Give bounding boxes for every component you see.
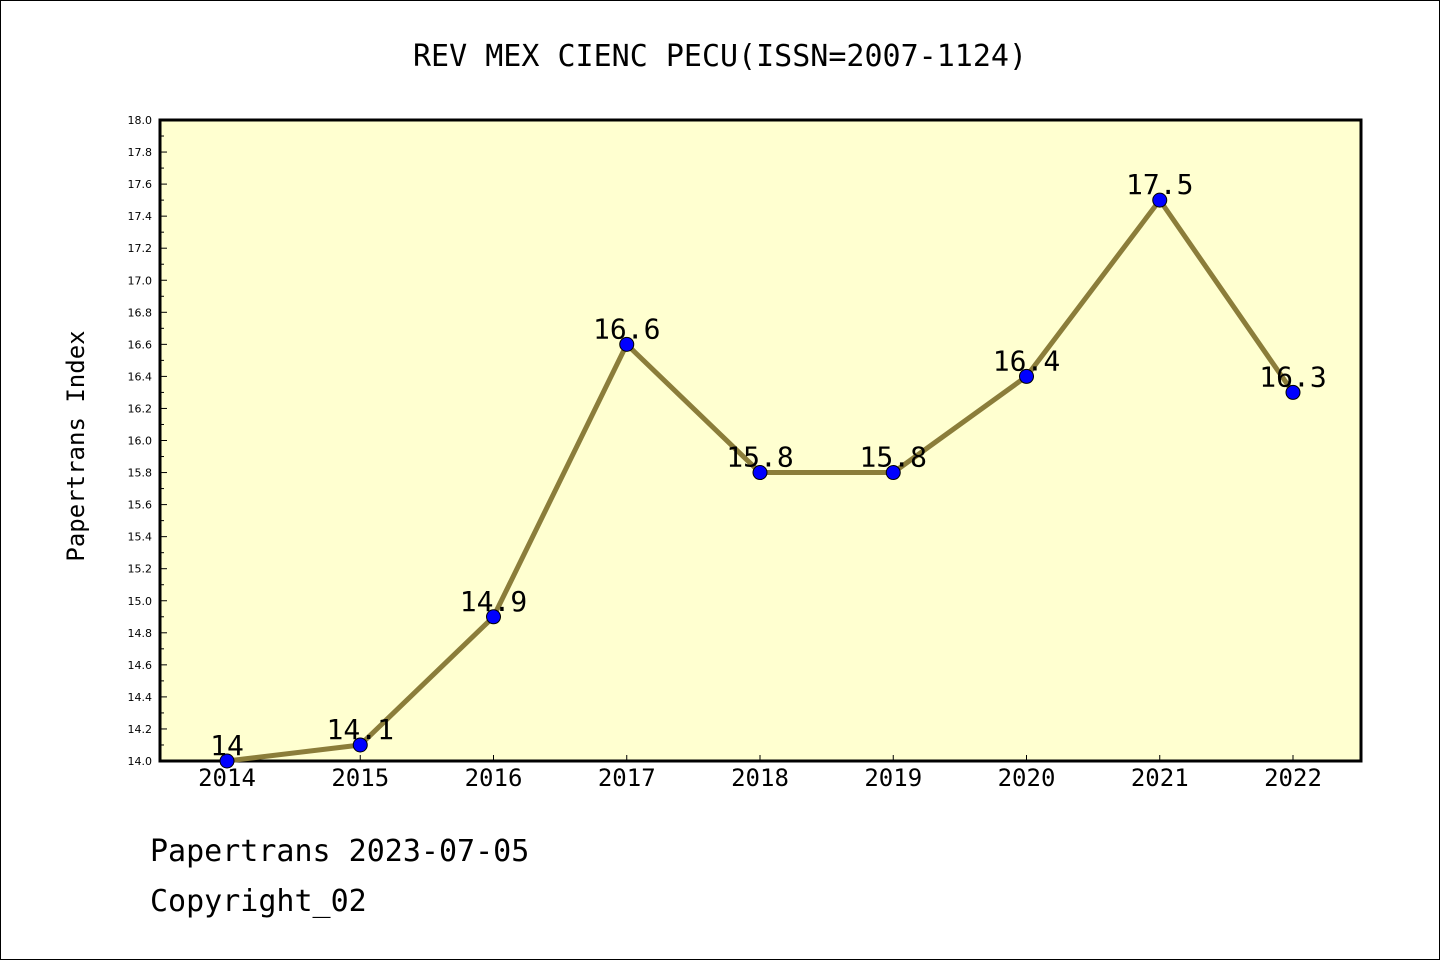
data-label: 15.8	[860, 441, 927, 474]
footer-date: Papertrans 2023-07-05	[150, 834, 530, 869]
y-tick-label: 15.2	[128, 563, 153, 576]
data-label: 14.1	[327, 713, 394, 746]
x-tick-label: 2020	[998, 764, 1056, 792]
data-label: 14	[210, 729, 244, 762]
y-tick-label: 15.4	[128, 531, 153, 544]
data-point	[1285, 384, 1301, 400]
data-point	[619, 336, 635, 352]
x-tick-label: 2019	[864, 764, 922, 792]
y-tick-label: 14.8	[128, 627, 153, 640]
x-tick-label: 2022	[1264, 764, 1322, 792]
y-tick-label: 16.0	[128, 435, 153, 448]
y-tick-label: 14.4	[128, 691, 153, 704]
data-label: 16.3	[1259, 360, 1326, 393]
y-tick-label: 14.0	[128, 755, 153, 768]
data-point	[486, 609, 501, 625]
y-tick-label: 18.0	[128, 114, 153, 127]
series-layer	[219, 192, 1301, 769]
data-point	[752, 465, 768, 481]
data-point	[885, 465, 901, 481]
y-tick-label: 15.0	[128, 595, 153, 608]
y-tick-label: 16.4	[128, 370, 153, 383]
y-tick-label: 14.6	[128, 659, 153, 672]
chart-title: REV MEX CIENC PECU(ISSN=2007-1124)	[413, 39, 1027, 74]
y-tick-label: 17.2	[128, 242, 153, 255]
x-tick-label: 2017	[598, 764, 656, 792]
footer-copyright: Copyright_02	[150, 884, 367, 919]
y-tick-label: 14.2	[128, 723, 153, 736]
data-labels: 14 14.1 14.9 16.6 15.8 15.8 16.4 17.5 16.3	[210, 168, 1327, 762]
plot-area	[158, 118, 1363, 763]
y-axis: 14.0 14.2 14.4 14.6 14.8 15.0 15.2 15.4 15.6 15.8…	[128, 114, 167, 768]
y-tick-label: 16.6	[128, 338, 153, 351]
x-tick-label: 2018	[731, 764, 789, 792]
y-tick-label: 15.8	[128, 467, 153, 480]
data-point	[1152, 192, 1168, 208]
data-label: 16.4	[993, 344, 1060, 377]
x-axis: 2014 2015 2016 2017 2018 2019 2020 2021 2022	[198, 755, 1322, 792]
x-tick-label: 2016	[465, 764, 523, 792]
data-label: 14.9	[460, 585, 527, 618]
data-label: 17.5	[1126, 168, 1193, 201]
x-tick-label: 2021	[1131, 764, 1189, 792]
data-point	[1019, 368, 1034, 384]
y-axis-label: Papertrans Index	[62, 330, 90, 561]
y-tick-label: 15.6	[128, 499, 153, 512]
y-tick-label: 16.2	[128, 402, 153, 415]
y-tick-label: 17.6	[128, 178, 153, 191]
x-tick-label: 2014	[198, 764, 256, 792]
data-label: 16.6	[593, 312, 660, 345]
y-tick-label: 17.8	[128, 146, 153, 159]
y-tick-label: 17.4	[128, 210, 153, 223]
data-point	[352, 737, 368, 753]
data-point	[219, 753, 235, 769]
y-tick-label: 17.0	[128, 274, 153, 287]
x-tick-label: 2015	[331, 764, 389, 792]
data-label: 15.8	[726, 441, 793, 474]
y-tick-label: 16.8	[128, 306, 153, 319]
